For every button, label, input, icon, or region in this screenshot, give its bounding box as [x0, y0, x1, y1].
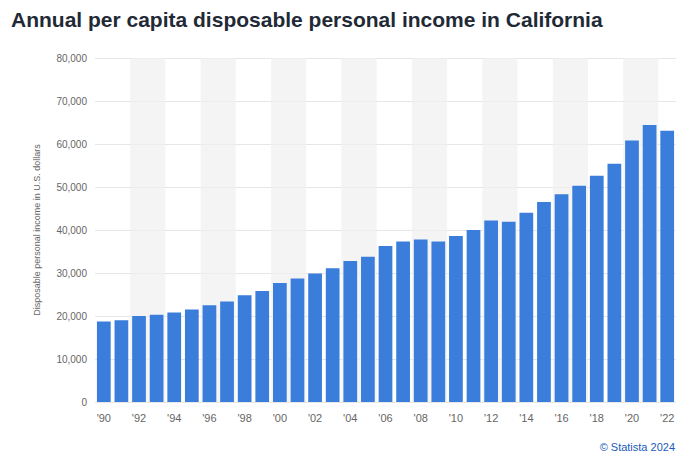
svg-text:50,000: 50,000 [56, 182, 87, 193]
svg-text:10,000: 10,000 [56, 354, 87, 365]
svg-text:'98: '98 [237, 412, 251, 424]
svg-text:'18: '18 [590, 412, 604, 424]
svg-text:'94: '94 [167, 412, 181, 424]
svg-text:'02: '02 [308, 412, 322, 424]
svg-text:40,000: 40,000 [56, 225, 87, 236]
svg-text:'20: '20 [625, 412, 639, 424]
svg-text:'16: '16 [554, 412, 568, 424]
svg-text:'92: '92 [132, 412, 146, 424]
svg-text:'96: '96 [202, 412, 216, 424]
svg-text:'04: '04 [343, 412, 357, 424]
svg-text:'00: '00 [273, 412, 287, 424]
svg-text:20,000: 20,000 [56, 311, 87, 322]
svg-text:'08: '08 [414, 412, 428, 424]
svg-text:'14: '14 [519, 412, 533, 424]
svg-text:'10: '10 [449, 412, 463, 424]
svg-text:30,000: 30,000 [56, 268, 87, 279]
svg-text:Disposable personal income in: Disposable personal income in U.S. dolla… [32, 144, 42, 316]
svg-text:'22: '22 [660, 412, 674, 424]
svg-text:0: 0 [81, 397, 87, 408]
svg-text:70,000: 70,000 [56, 96, 87, 107]
svg-text:80,000: 80,000 [56, 53, 87, 64]
svg-text:'06: '06 [378, 412, 392, 424]
svg-text:'90: '90 [97, 412, 111, 424]
svg-text:'12: '12 [484, 412, 498, 424]
svg-text:Annual per capita disposable p: Annual per capita disposable personal in… [11, 8, 603, 31]
svg-text:© Statista 2024: © Statista 2024 [600, 441, 675, 453]
svg-text:60,000: 60,000 [56, 139, 87, 150]
